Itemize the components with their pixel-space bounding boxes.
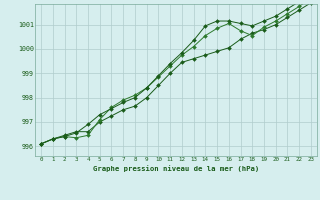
X-axis label: Graphe pression niveau de la mer (hPa): Graphe pression niveau de la mer (hPa) [93,165,259,172]
